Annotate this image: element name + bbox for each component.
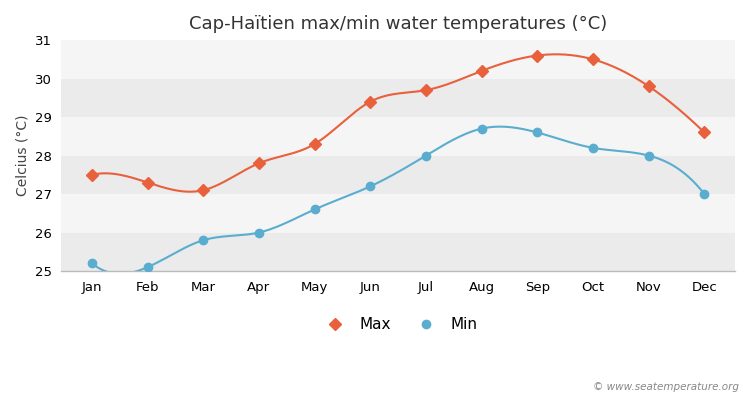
Max — [310, 142, 319, 146]
Max — [477, 68, 486, 73]
Max — [644, 84, 653, 89]
Min — [700, 192, 709, 196]
Min — [644, 153, 653, 158]
Min — [589, 146, 598, 150]
Max — [422, 88, 430, 92]
Min — [477, 126, 486, 131]
Min — [532, 130, 542, 135]
Line: Min: Min — [88, 124, 709, 271]
Max — [532, 53, 542, 58]
Min — [143, 265, 152, 270]
Bar — [62, 156, 735, 194]
Max — [700, 130, 709, 135]
Max — [143, 180, 152, 185]
Min — [366, 184, 375, 189]
Y-axis label: Celcius (°C): Celcius (°C) — [15, 115, 29, 196]
Line: Max: Max — [88, 51, 709, 194]
Title: Cap-Haïtien max/min water temperatures (°C): Cap-Haïtien max/min water temperatures (… — [189, 15, 608, 33]
Bar — [62, 40, 735, 78]
Max — [366, 99, 375, 104]
Max — [199, 188, 208, 193]
Bar — [62, 232, 735, 271]
Min — [88, 261, 97, 266]
Bar — [62, 194, 735, 232]
Max — [589, 57, 598, 62]
Max — [254, 161, 263, 166]
Legend: Max, Min: Max, Min — [312, 311, 484, 338]
Max — [88, 172, 97, 177]
Bar — [62, 78, 735, 117]
Min — [422, 153, 430, 158]
Min — [254, 230, 263, 235]
Bar — [62, 117, 735, 156]
Min — [199, 238, 208, 243]
Text: © www.seatemperature.org: © www.seatemperature.org — [592, 382, 739, 392]
Min — [310, 207, 319, 212]
